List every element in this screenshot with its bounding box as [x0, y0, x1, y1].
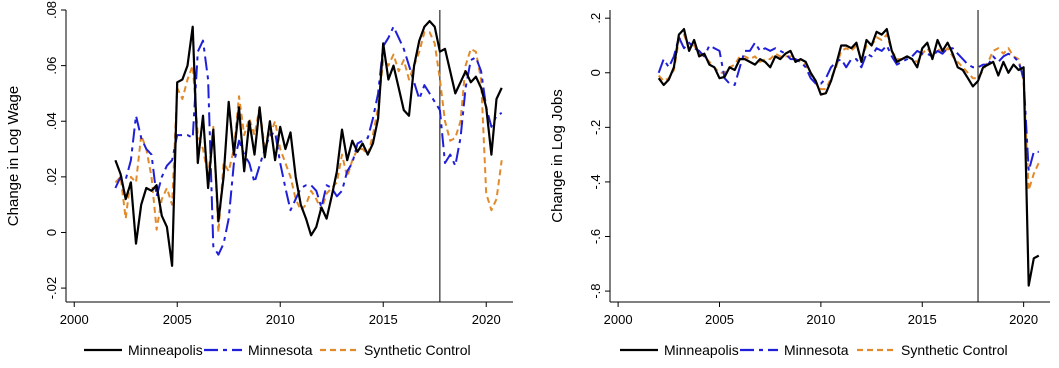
series-line-minneapolis	[657, 28, 1040, 287]
y-tick-label: -.6	[588, 229, 603, 244]
x-tick-label: 2020	[472, 312, 501, 327]
y-axis-title: Change in Log Wage	[5, 86, 22, 226]
chart-panel-2: -.8 -.6 -.4 -.2 0 .2 2000 2005 2010 2015 2020 Chang…	[549, 10, 1050, 358]
y-tick-label: .2	[588, 13, 603, 24]
y-tick-label: -.2	[588, 120, 603, 135]
y-tick-label: 0	[44, 229, 59, 236]
y-tick-label: .06	[44, 57, 59, 75]
legend-label: Minneapolis	[128, 342, 203, 358]
legend-label: Synthetic Control	[364, 342, 471, 358]
y-tick-label: -.4	[588, 174, 603, 189]
legend-label: Minnesota	[248, 342, 313, 358]
series-line-synthetic-control	[114, 31, 503, 234]
chart-panel-1: -.02 0 .02 .04 .06 .08 2000 2005 2010 2015 2020 Cha…	[5, 1, 513, 358]
x-tick-label: 2000	[604, 312, 633, 327]
x-tick-label: 2010	[806, 312, 835, 327]
x-tick-label: 2005	[705, 312, 734, 327]
x-tick-label: 2000	[60, 312, 89, 327]
y-tick-label: 0	[588, 69, 603, 76]
legend-label: Minnesota	[784, 342, 849, 358]
legend-label: Minneapolis	[664, 342, 739, 358]
y-axis-title: Change in Log Jobs	[549, 89, 566, 222]
x-tick-label: 2015	[369, 312, 398, 327]
x-tick-label: 2010	[266, 312, 295, 327]
y-tick-label: .04	[44, 112, 59, 130]
series-line-synthetic-control	[657, 33, 1040, 192]
x-tick-label: 2020	[1009, 312, 1038, 327]
y-tick-label: .02	[44, 168, 59, 186]
legend-label: Synthetic Control	[901, 342, 1008, 358]
series-line-minnesota	[114, 25, 503, 256]
x-tick-label: 2005	[163, 312, 192, 327]
series-line-minneapolis	[114, 20, 503, 267]
y-tick-label: -.8	[588, 283, 603, 298]
y-tick-label: -.02	[44, 277, 59, 299]
series-line-minnesota	[657, 36, 1039, 172]
y-tick-label: .08	[44, 1, 59, 19]
x-tick-label: 2015	[908, 312, 937, 327]
